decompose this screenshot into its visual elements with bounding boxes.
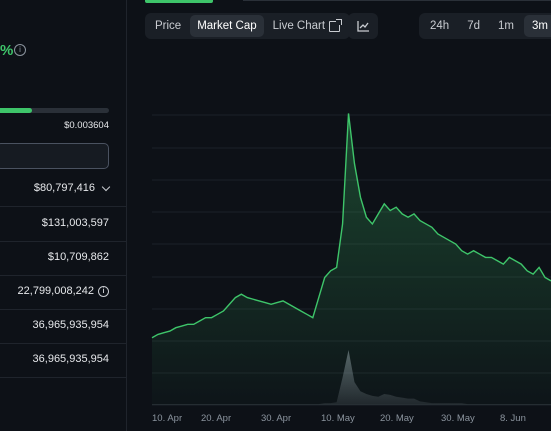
x-tick-label: 10. Apr bbox=[152, 413, 182, 424]
active-section-indicator bbox=[145, 0, 213, 3]
line-chart-icon bbox=[356, 20, 369, 32]
x-tick-label: 30. May bbox=[441, 413, 475, 424]
tab-market-cap[interactable]: Market Cap bbox=[190, 15, 264, 37]
stat-value: 36,965,935,954 bbox=[32, 353, 109, 365]
price-range-fill bbox=[0, 108, 32, 113]
stat-row: $10,709,862 bbox=[0, 241, 126, 276]
x-tick-label: 8. Jun bbox=[500, 413, 526, 424]
stat-value: $10,709,862 bbox=[47, 251, 109, 263]
external-link-icon bbox=[329, 18, 343, 32]
info-icon[interactable]: i bbox=[98, 285, 109, 297]
range-24h[interactable]: 24h bbox=[430, 20, 450, 32]
stat-value: $131,003,597 bbox=[41, 217, 109, 229]
stat-value: 22,799,008,242 bbox=[17, 285, 94, 297]
time-range-group: 24h 7d 1m 3m bbox=[419, 13, 551, 39]
tab-live-chart[interactable]: Live Chart bbox=[266, 15, 347, 37]
stat-row: $131,003,597 bbox=[0, 207, 126, 242]
stat-row: 22,799,008,242 i bbox=[0, 275, 126, 310]
stats-panel: % i $0.003604 $80,797,416 $131,003,597 $… bbox=[0, 0, 127, 431]
price-range-bar bbox=[0, 108, 109, 113]
stat-value: $80,797,416 bbox=[33, 182, 95, 194]
x-tick-label: 30. Apr bbox=[261, 413, 291, 424]
market-cap-area bbox=[152, 113, 551, 405]
divider bbox=[243, 0, 551, 1]
tab-live-chart-label: Live Chart bbox=[272, 20, 326, 32]
info-icon[interactable]: i bbox=[14, 44, 26, 56]
price-range-high: $0.003604 bbox=[64, 120, 109, 131]
range-3m[interactable]: 3m bbox=[523, 15, 551, 37]
range-7d[interactable]: 7d bbox=[467, 20, 480, 32]
x-tick-label: 20. May bbox=[380, 413, 414, 424]
x-tick-label: 20. Apr bbox=[201, 413, 231, 424]
stat-row: 36,965,935,954 bbox=[0, 309, 126, 344]
x-tick-label: 10. May bbox=[321, 413, 355, 424]
chart-type-button[interactable] bbox=[348, 13, 378, 39]
converter-input-box[interactable] bbox=[0, 143, 109, 169]
market-cap-line bbox=[151, 113, 551, 339]
stat-row: 36,965,935,954 bbox=[0, 343, 126, 378]
tab-price[interactable]: Price bbox=[155, 20, 182, 32]
stat-value: 36,965,935,954 bbox=[32, 319, 109, 331]
stat-row-market-cap[interactable]: $80,797,416 bbox=[0, 172, 126, 207]
price-change-percent: % bbox=[0, 42, 14, 59]
chart-tab-group: Price Market Cap Live Chart bbox=[145, 13, 351, 39]
range-1m[interactable]: 1m bbox=[497, 20, 514, 32]
